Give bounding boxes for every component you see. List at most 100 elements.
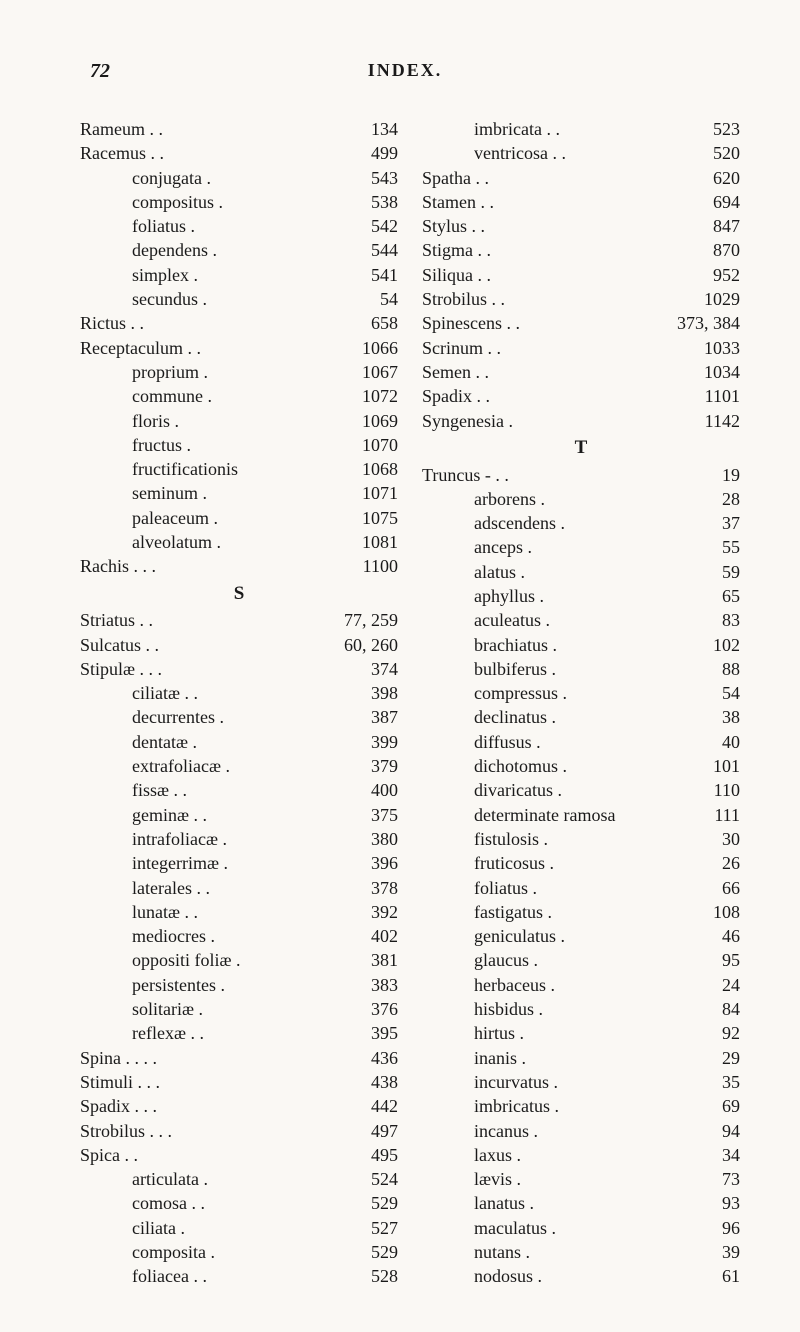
index-term: seminum . xyxy=(80,481,324,505)
index-entry: alveolatum .1081 xyxy=(80,530,398,554)
index-page-number: 870 xyxy=(666,238,740,262)
index-page-number: 60, 260 xyxy=(324,633,398,657)
index-term: Stylus . . xyxy=(422,214,666,238)
index-entry: lunatæ . .392 xyxy=(80,900,398,924)
index-page-number: 1068 xyxy=(324,457,398,481)
index-entry: determinate ramosa111 xyxy=(422,803,740,827)
index-entry: imbricatus .69 xyxy=(422,1094,740,1118)
index-page-number: 84 xyxy=(666,997,740,1021)
index-term: determinate ramosa xyxy=(422,803,666,827)
index-term: Stimuli . . . xyxy=(80,1070,324,1094)
index-entry: ciliata .527 xyxy=(80,1216,398,1240)
index-entry: diffusus .40 xyxy=(422,730,740,754)
index-page-number: 108 xyxy=(666,900,740,924)
index-term: articulata . xyxy=(80,1167,324,1191)
index-entry: dichotomus .101 xyxy=(422,754,740,778)
index-entry: Strobilus . .1029 xyxy=(422,287,740,311)
index-term: Syngenesia . xyxy=(422,409,666,433)
index-entry: incanus .94 xyxy=(422,1119,740,1143)
index-term: nutans . xyxy=(422,1240,666,1264)
index-entry: simplex .541 xyxy=(80,263,398,287)
index-term: lanatus . xyxy=(422,1191,666,1215)
index-page-number: 111 xyxy=(666,803,740,827)
index-page-number: 95 xyxy=(666,948,740,972)
index-term: persistentes . xyxy=(80,973,324,997)
index-page-number: 35 xyxy=(666,1070,740,1094)
index-entry: hisbidus .84 xyxy=(422,997,740,1021)
index-page-number: 19 xyxy=(666,463,740,487)
index-columns: Rameum . .134Racemus . .499conjugata .54… xyxy=(80,117,740,1289)
index-page-number: 523 xyxy=(666,117,740,141)
index-term: incanus . xyxy=(422,1119,666,1143)
index-page-number: 374 xyxy=(324,657,398,681)
index-entry: maculatus .96 xyxy=(422,1216,740,1240)
index-page-number: 402 xyxy=(324,924,398,948)
index-page-number: 29 xyxy=(666,1046,740,1070)
index-term: adscendens . xyxy=(422,511,666,535)
index-page-number: 88 xyxy=(666,657,740,681)
index-term: fructus . xyxy=(80,433,324,457)
index-term: lunatæ . . xyxy=(80,900,324,924)
index-term: Strobilus . . xyxy=(422,287,666,311)
index-entry: Racemus . .499 xyxy=(80,141,398,165)
index-page-number: 134 xyxy=(324,117,398,141)
index-term: intrafoliacæ . xyxy=(80,827,324,851)
index-entry: compositus .538 xyxy=(80,190,398,214)
index-term: simplex . xyxy=(80,263,324,287)
index-page-number: 73 xyxy=(666,1167,740,1191)
index-entry: declinatus .38 xyxy=(422,705,740,729)
index-term: Rameum . . xyxy=(80,117,324,141)
index-page-number: 541 xyxy=(324,263,398,287)
index-entry: intrafoliacæ .380 xyxy=(80,827,398,851)
index-page-number: 1033 xyxy=(666,336,740,360)
index-term: imbricatus . xyxy=(422,1094,666,1118)
index-page-number: 528 xyxy=(324,1264,398,1288)
index-entry: geniculatus .46 xyxy=(422,924,740,948)
index-term: inanis . xyxy=(422,1046,666,1070)
index-entry: seminum .1071 xyxy=(80,481,398,505)
index-page-number: 65 xyxy=(666,584,740,608)
index-page-number: 1071 xyxy=(324,481,398,505)
index-term: hirtus . xyxy=(422,1021,666,1045)
index-page-number: 55 xyxy=(666,535,740,559)
section-title: INDEX. xyxy=(368,60,443,83)
index-entry: arborens .28 xyxy=(422,487,740,511)
index-term: bulbiferus . xyxy=(422,657,666,681)
index-entry: Spinescens . .373, 384 xyxy=(422,311,740,335)
index-entry: Stylus . .847 xyxy=(422,214,740,238)
index-term: dependens . xyxy=(80,238,324,262)
index-page-number: 542 xyxy=(324,214,398,238)
index-term: declinatus . xyxy=(422,705,666,729)
index-term: solitariæ . xyxy=(80,997,324,1021)
index-entry: aphyllus .65 xyxy=(422,584,740,608)
index-entry: Semen . .1034 xyxy=(422,360,740,384)
index-entry: ventricosa . .520 xyxy=(422,141,740,165)
index-page-number: 1142 xyxy=(666,409,740,433)
index-entry: foliacea . .528 xyxy=(80,1264,398,1288)
index-term: reflexæ . . xyxy=(80,1021,324,1045)
index-page-number: 77, 259 xyxy=(324,608,398,632)
index-term: divaricatus . xyxy=(422,778,666,802)
index-entry: Truncus - . .19 xyxy=(422,463,740,487)
index-page-number: 30 xyxy=(666,827,740,851)
index-entry: mediocres .402 xyxy=(80,924,398,948)
index-term: Stigma . . xyxy=(422,238,666,262)
index-page-number: 69 xyxy=(666,1094,740,1118)
index-entry: Rameum . .134 xyxy=(80,117,398,141)
index-term: comosa . . xyxy=(80,1191,324,1215)
index-term: aphyllus . xyxy=(422,584,666,608)
index-page-number: 383 xyxy=(324,973,398,997)
index-term: Striatus . . xyxy=(80,608,324,632)
index-entry: bulbiferus .88 xyxy=(422,657,740,681)
index-page-number: 46 xyxy=(666,924,740,948)
index-page-number: 620 xyxy=(666,166,740,190)
index-entry: inanis .29 xyxy=(422,1046,740,1070)
index-entry: compressus .54 xyxy=(422,681,740,705)
index-page-number: 66 xyxy=(666,876,740,900)
index-term: laterales . . xyxy=(80,876,324,900)
index-page-number: 1075 xyxy=(324,506,398,530)
index-page-number: 396 xyxy=(324,851,398,875)
index-entry: reflexæ . .395 xyxy=(80,1021,398,1045)
index-term: Racemus . . xyxy=(80,141,324,165)
index-entry: Stipulæ . . .374 xyxy=(80,657,398,681)
